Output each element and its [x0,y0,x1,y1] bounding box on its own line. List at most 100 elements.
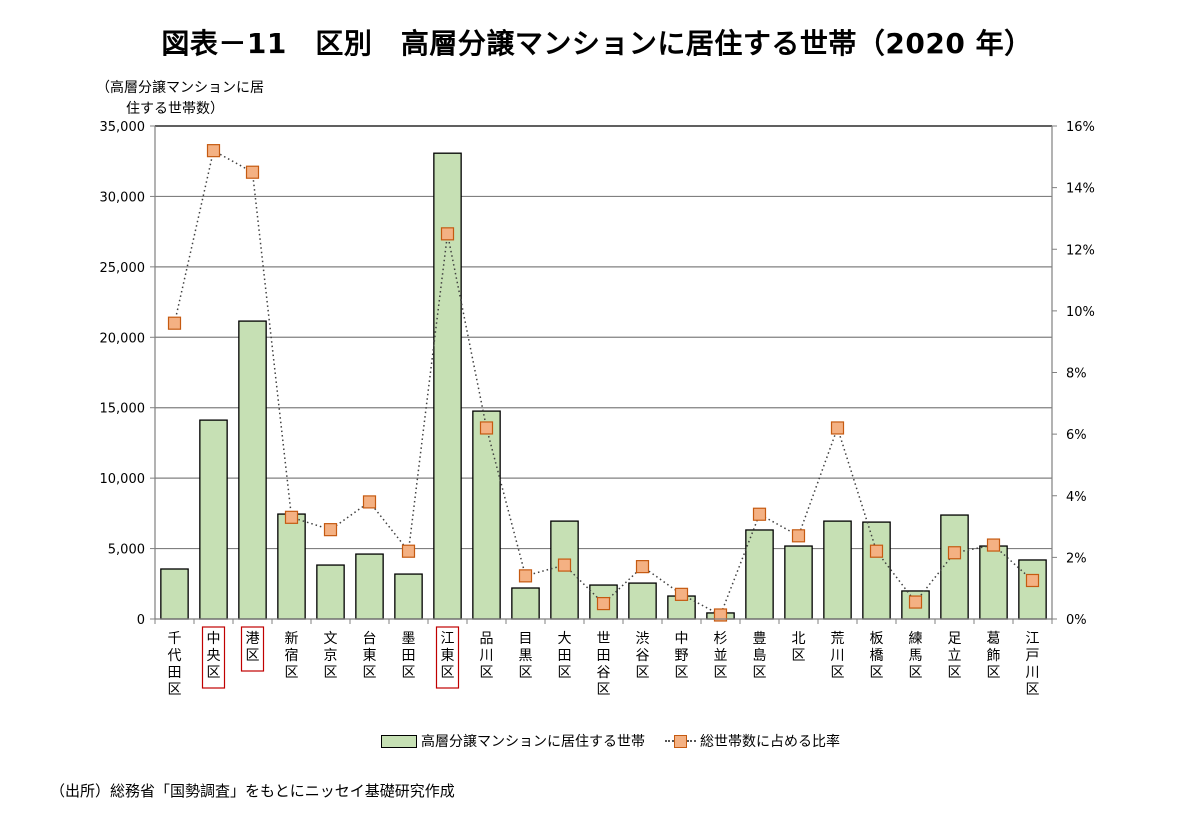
marker-板橋区 [869,544,884,558]
x-label-char: 区 [402,665,416,681]
x-label-char: 京 [324,648,338,664]
y-right-tick-label: 4% [1066,490,1087,505]
y-left-tick-label: 20,000 [100,331,146,346]
x-label-港区: 港区 [246,631,260,664]
x-label-char: 江 [1026,631,1040,647]
x-label-char: 区 [285,665,299,681]
marker-中央区 [206,144,221,158]
marker-足立区 [947,546,962,560]
x-label-char: 代 [168,648,182,664]
x-label-char: 江 [441,631,455,647]
bar-台東区 [355,553,384,620]
x-label-char: 区 [714,665,728,681]
x-label-葛飾区: 葛飾区 [987,631,1001,681]
marker-北区 [791,529,806,543]
legend-line-swatch [665,734,696,748]
x-label-char: 杉 [714,631,728,647]
bar-中央区 [199,419,228,620]
legend-line-label: 総世帯数に占める比率 [700,734,840,750]
x-label-char: 区 [441,665,455,681]
y-axis-left-title-line-1: （高層分譲マンションに居 [96,80,264,96]
x-label-char: 足 [948,631,962,647]
x-label-足立区: 足立区 [948,631,962,681]
x-label-char: 区 [168,682,182,698]
x-label-char: 区 [246,648,260,664]
chart-title: 図表－11 区別 高層分譲マンションに居住する世帯（2020 年） [161,27,1033,60]
y-axis-left-title: （高層分譲マンションに居 住する世帯数） [96,78,264,120]
marker-荒川区 [830,421,845,435]
legend-marker-icon [674,734,687,748]
bar-板橋区 [862,521,891,620]
x-label-char: 北 [792,631,806,647]
x-label-char: 田 [168,665,182,681]
x-label-char: 橋 [870,648,884,664]
bar-豊島区 [745,529,774,620]
x-label-char: 島 [753,648,767,664]
x-label-char: 区 [597,682,611,698]
x-label-char: 品 [480,631,494,647]
x-label-char: 区 [480,665,494,681]
marker-墨田区 [401,544,416,558]
x-label-杉並区: 杉並区 [714,631,728,681]
x-label-中野区: 中野区 [675,631,689,681]
x-label-char: 田 [597,648,611,664]
y-left-tick-label: 0 [137,613,145,628]
y-right-tick-label: 10% [1066,305,1095,320]
x-label-char: 区 [558,665,572,681]
y-left-tick-label: 10,000 [100,472,146,487]
category-highlights [201,626,460,689]
y-right-tick-label: 2% [1066,551,1087,566]
marker-渋谷区 [635,560,650,574]
x-label-char: 区 [870,665,884,681]
x-label-char: 墨 [402,631,416,647]
bar-渋谷区 [628,582,657,620]
y-left-tick-label: 30,000 [100,190,146,205]
marker-中野区 [674,587,689,601]
bar-江東区 [433,152,462,620]
x-label-char: 区 [1026,682,1040,698]
marker-練馬区 [908,595,923,609]
x-label-練馬区: 練馬区 [909,631,923,681]
legend-bar-label: 高層分譲マンションに居住する世帯 [421,734,645,750]
x-label-char: 区 [207,665,221,681]
y-right-tick-label: 0% [1066,613,1087,628]
x-label-char: 千 [168,631,182,647]
x-label-char: 区 [324,665,338,681]
x-label-char: 谷 [597,665,611,681]
x-label-char: 立 [948,648,962,664]
x-label-char: 区 [909,665,923,681]
marker-杉並区 [713,608,728,622]
x-label-char: 川 [1026,665,1040,681]
x-label-char: 区 [753,665,767,681]
y-left-tick-label: 5,000 [108,543,145,558]
x-label-char: 区 [831,665,845,681]
x-label-char: 区 [792,648,806,664]
line-series [167,144,1040,622]
x-label-char: 宿 [285,647,299,664]
bar-目黒区 [511,587,540,620]
highlight-box-港区 [240,626,265,672]
x-label-char: 東 [441,648,455,664]
legend-bar-swatch [381,734,417,748]
y-right-tick-label: 12% [1066,243,1095,258]
marker-品川区 [479,421,494,435]
x-label-char: 中 [207,631,221,647]
bar-北区 [784,545,813,620]
y-axis-left-title-line-2: 住する世帯数） [126,101,224,117]
x-label-江東区: 江東区 [441,631,455,681]
x-label-char: 田 [402,648,416,664]
x-label-文京区: 文京区 [324,631,338,681]
marker-文京区 [323,523,338,537]
x-label-北区: 北区 [792,631,806,664]
x-label-char: 野 [675,648,689,664]
x-label-char: 渋 [636,631,650,647]
x-axis-labels: 千代田区中央区港区新宿区文京区台東区墨田区江東区品川区目黒区大田区世田谷区渋谷区… [168,631,1040,698]
x-label-char: 谷 [636,648,650,664]
axes [150,125,1057,624]
marker-新宿区 [284,510,299,524]
x-label-品川区: 品川区 [480,631,494,681]
